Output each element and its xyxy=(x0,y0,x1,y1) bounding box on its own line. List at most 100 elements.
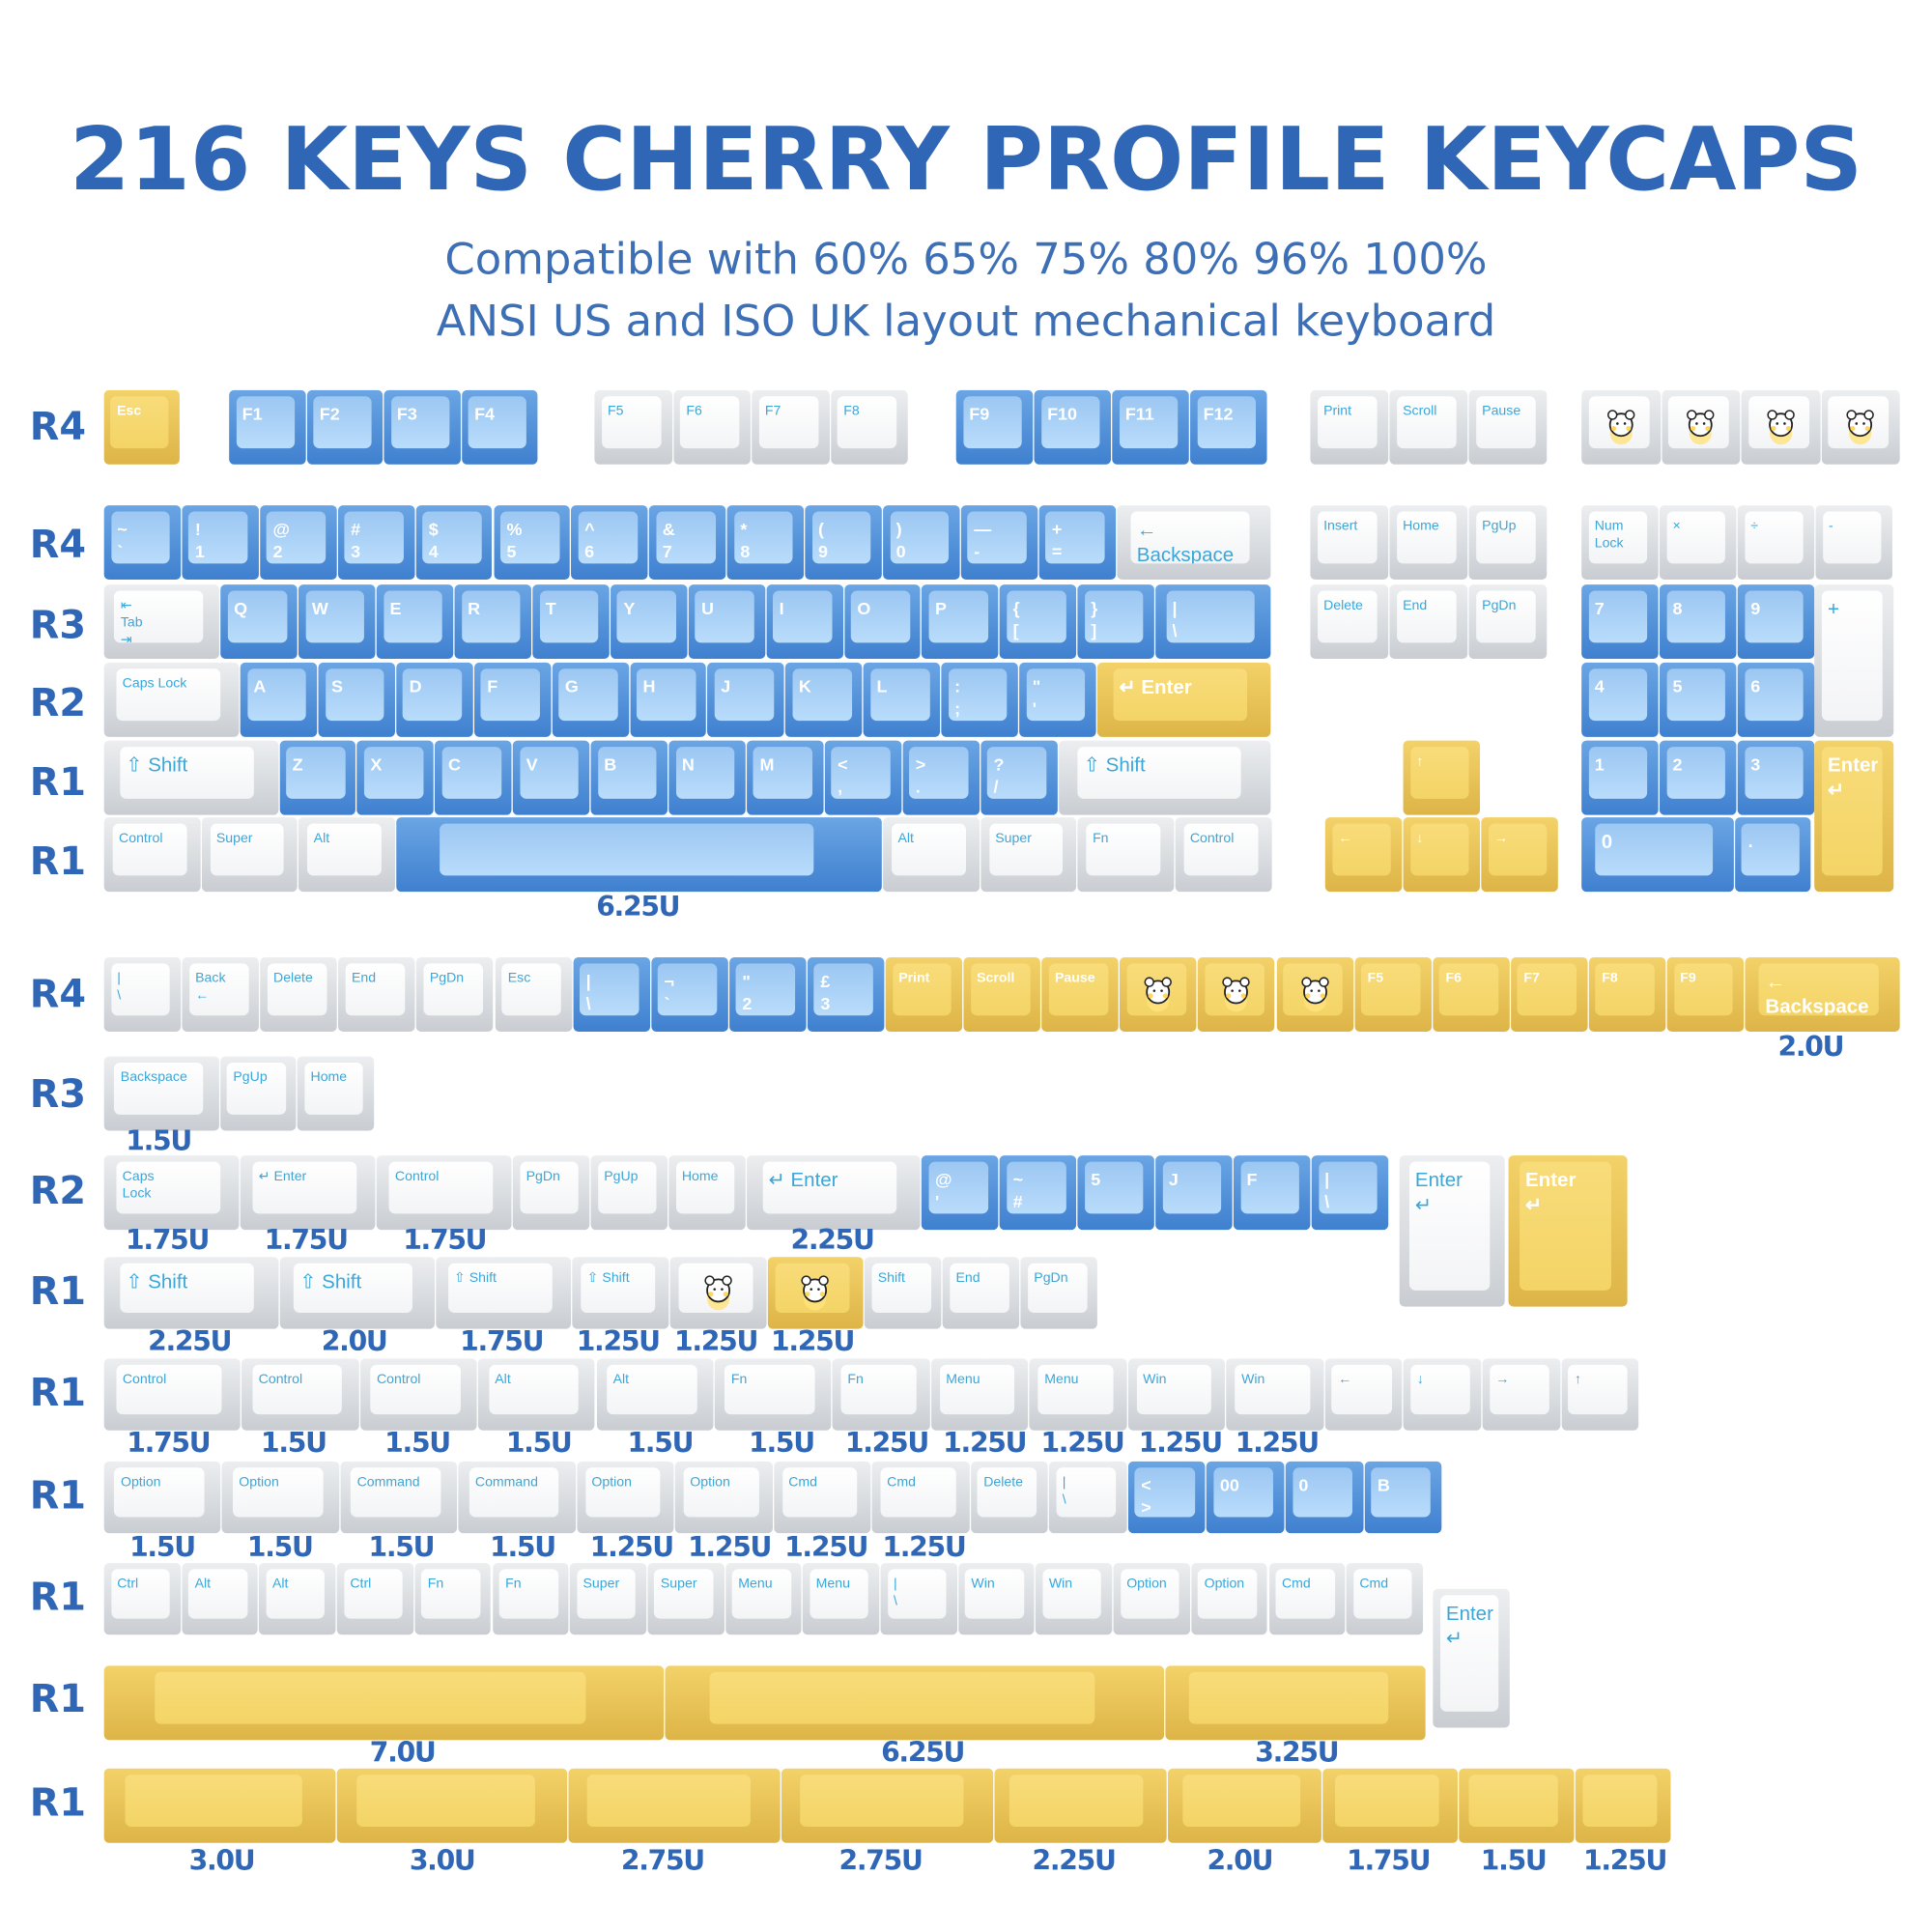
keycap-legend: Q xyxy=(227,590,287,643)
keycap-symbol: ~ ` xyxy=(103,505,182,580)
keycap-legend: ↓ xyxy=(1410,1364,1471,1415)
keycap-cartoon-mouse-scarf xyxy=(1581,389,1661,465)
key-size-label: 1.5U xyxy=(129,1532,196,1564)
subtitle-layout: ANSI US and ISO UK layout mechanical key… xyxy=(436,297,1496,347)
keycap-f2: F2 xyxy=(306,389,384,465)
cartoon-mouse-scarf-icon xyxy=(1606,410,1635,445)
keycap-control: Control xyxy=(1175,817,1272,893)
keycap-legend: : ; xyxy=(948,668,1008,722)
keycap-y: Y xyxy=(610,584,688,660)
keycap-legend: — - xyxy=(967,511,1027,564)
keycap-legend: F1 xyxy=(236,396,295,449)
keycap-pgup: PgUp xyxy=(1468,505,1548,580)
keycap-scroll: Scroll xyxy=(1389,389,1468,465)
keycap-f6: F6 xyxy=(672,389,751,465)
keycap-legend: Win xyxy=(965,1569,1024,1619)
keycap-legend: ↓ xyxy=(1409,823,1469,876)
keycap-legend: Cmd xyxy=(781,1467,858,1518)
keycap-symbol: > . xyxy=(902,740,980,815)
keycap-legend: ^ 6 xyxy=(578,511,638,564)
key-size-label: 3.25U xyxy=(1255,1738,1339,1770)
keycap-3: 3 xyxy=(1737,740,1815,815)
keycap-esc: Esc xyxy=(495,957,572,1032)
keycap-l: L xyxy=(863,662,941,737)
keycap-legend: ÷ xyxy=(1744,511,1804,564)
key-size-label: 1.75U xyxy=(1347,1845,1431,1877)
keycap-g: G xyxy=(552,662,629,737)
keycap-legend: F5 xyxy=(601,396,662,449)
keycap-7: 7 xyxy=(1581,584,1659,660)
keycap-alt: Alt xyxy=(182,1562,259,1635)
keycap-pgup: PgUp xyxy=(590,1155,668,1231)
keycap-j: J xyxy=(1155,1155,1233,1231)
key-size-label: 2.0U xyxy=(321,1326,388,1358)
keycap-legend xyxy=(1181,1775,1301,1828)
row-profile-label: R4 xyxy=(29,523,87,568)
keycap-legend: Print xyxy=(1317,396,1378,449)
keycap-8: * 8 xyxy=(726,505,805,580)
keycap-symbol: → xyxy=(1481,817,1558,893)
keycap-legend: ( 9 xyxy=(811,511,871,564)
keycap-legend: P xyxy=(928,590,988,643)
keycap-f4: F4 xyxy=(461,389,538,465)
keycap-legend: W xyxy=(305,590,365,643)
cartoon-sparkles-icon xyxy=(1222,977,1251,1012)
keycap-legend: M xyxy=(753,747,813,799)
keycap-num-lock: Num Lock xyxy=(1581,505,1659,580)
keycap-legend: | \ xyxy=(1056,1467,1117,1518)
keycap-legend: PgUp xyxy=(226,1062,286,1115)
row-profile-label: R1 xyxy=(29,1676,87,1722)
keycap-legend: U xyxy=(695,590,754,643)
keycap-cmd: Cmd xyxy=(773,1461,871,1534)
key-size-label: 1.25U xyxy=(688,1532,772,1564)
row-profile-label: R3 xyxy=(29,1072,87,1118)
keycap-f6: F6 xyxy=(1432,957,1510,1032)
keycap-legend: Delete xyxy=(267,963,327,1016)
keycap-legend: Backspace xyxy=(114,1062,203,1115)
key-size-label: 1.5U xyxy=(260,1428,327,1460)
keycap-print: Print xyxy=(885,957,963,1032)
keycap-blank xyxy=(1575,1768,1671,1843)
keycap-legend: + xyxy=(1821,590,1883,722)
keycap-option: Option xyxy=(221,1461,340,1534)
keycap-symbol: < > xyxy=(1127,1461,1206,1534)
keycap-legend: Menu xyxy=(1037,1364,1114,1415)
keycap-legend: Delete xyxy=(977,1467,1037,1518)
keycap-legend: Alt xyxy=(607,1364,697,1415)
keycap-legend: J xyxy=(1162,1161,1222,1214)
keycap-pgup: PgUp xyxy=(219,1056,297,1131)
cartoon-cookie-icon xyxy=(1144,977,1173,1012)
keycap-symbol: } ] xyxy=(1077,584,1155,660)
keycap-legend: J xyxy=(714,668,774,722)
keycap-legend: Win xyxy=(1235,1364,1311,1415)
keycap-legend: Print xyxy=(892,963,952,1016)
key-size-label: 1.75U xyxy=(460,1326,544,1358)
keycap-legend: K xyxy=(792,668,852,722)
row-profile-label: R1 xyxy=(29,1473,87,1519)
keycap-legend: End xyxy=(345,963,405,1016)
keycap-legend: Ctrl xyxy=(343,1569,403,1619)
keycap-symbol: " ' xyxy=(1019,662,1096,737)
keycap-blank xyxy=(1168,1768,1322,1843)
keycap-1: 1 xyxy=(1581,740,1659,815)
keycap-control: Control xyxy=(376,1155,512,1231)
keycap-legend: Pause xyxy=(1048,963,1108,1016)
keycap-a: A xyxy=(240,662,318,737)
keycap-legend: Z xyxy=(286,747,346,799)
keycap-b: B xyxy=(1364,1461,1442,1534)
keycap-symbol: | \ xyxy=(573,957,650,1032)
keycap-2: @ 2 xyxy=(259,505,337,580)
keycap-legend: Scroll xyxy=(970,963,1031,1016)
keycap-legend: F11 xyxy=(1119,396,1179,449)
keycap-legend: Alt xyxy=(266,1569,326,1619)
keycap-f9: F9 xyxy=(955,389,1034,465)
keycap-legend: 6 xyxy=(1744,668,1804,722)
keycap-legend: → xyxy=(1489,1364,1549,1415)
keycap-d: D xyxy=(396,662,473,737)
keycap-fn: Fn xyxy=(414,1562,492,1635)
keycap-symbol: ÷ xyxy=(1737,505,1815,580)
key-size-label: 1.25U xyxy=(784,1532,868,1564)
keycap-legend: Control xyxy=(116,1364,222,1415)
key-size-label: 1.5U xyxy=(368,1532,436,1564)
